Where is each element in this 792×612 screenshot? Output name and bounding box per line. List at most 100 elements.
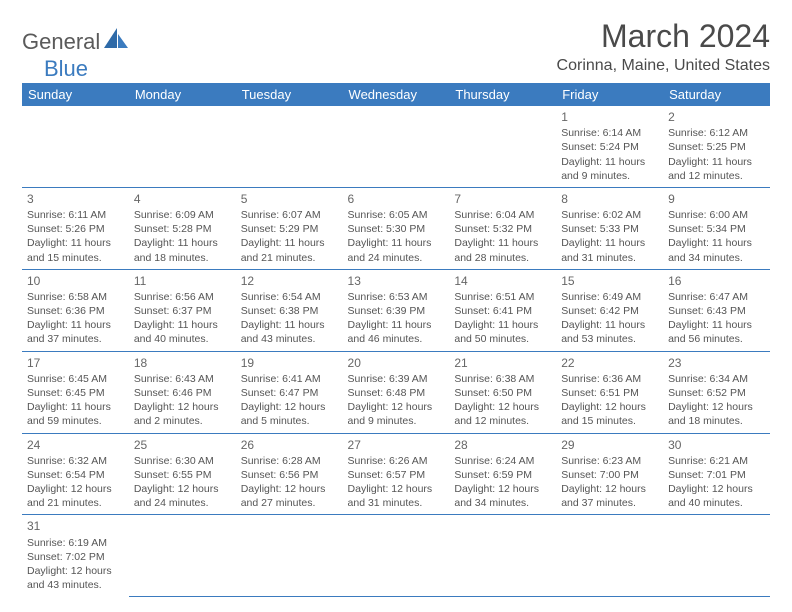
calendar-cell <box>343 515 450 596</box>
day-detail-line: Sunrise: 6:04 AM <box>454 208 551 222</box>
day-number: 25 <box>134 437 231 453</box>
day-detail-line: Daylight: 12 hours <box>561 400 658 414</box>
day-detail-line: Sunrise: 6:34 AM <box>668 372 765 386</box>
day-detail-line: Sunrise: 6:56 AM <box>134 290 231 304</box>
calendar-cell: 9Sunrise: 6:00 AMSunset: 5:34 PMDaylight… <box>663 187 770 269</box>
day-detail-line: and 37 minutes. <box>27 332 124 346</box>
day-detail-line: Daylight: 12 hours <box>668 482 765 496</box>
day-detail-line: and 18 minutes. <box>668 414 765 428</box>
day-detail-line: Sunset: 5:30 PM <box>348 222 445 236</box>
day-number: 21 <box>454 355 551 371</box>
day-detail-line: Sunrise: 6:58 AM <box>27 290 124 304</box>
calendar-cell: 17Sunrise: 6:45 AMSunset: 6:45 PMDayligh… <box>22 351 129 433</box>
day-number: 12 <box>241 273 338 289</box>
calendar-cell <box>449 515 556 596</box>
day-detail-line: Daylight: 12 hours <box>561 482 658 496</box>
day-detail-line: Sunset: 6:46 PM <box>134 386 231 400</box>
day-number: 13 <box>348 273 445 289</box>
day-detail-line: Daylight: 12 hours <box>454 400 551 414</box>
day-detail-line: and 9 minutes. <box>348 414 445 428</box>
day-detail-line: Sunset: 6:59 PM <box>454 468 551 482</box>
day-number: 1 <box>561 109 658 125</box>
calendar-cell: 7Sunrise: 6:04 AMSunset: 5:32 PMDaylight… <box>449 187 556 269</box>
day-detail-line: and 24 minutes. <box>134 496 231 510</box>
day-header: Wednesday <box>343 83 450 106</box>
calendar-cell: 11Sunrise: 6:56 AMSunset: 6:37 PMDayligh… <box>129 269 236 351</box>
day-detail-line: Sunrise: 6:38 AM <box>454 372 551 386</box>
day-detail-line: and 46 minutes. <box>348 332 445 346</box>
day-detail-line: Sunset: 5:26 PM <box>27 222 124 236</box>
day-detail-line: Sunrise: 6:30 AM <box>134 454 231 468</box>
day-detail-line: Sunrise: 6:41 AM <box>241 372 338 386</box>
calendar-cell: 6Sunrise: 6:05 AMSunset: 5:30 PMDaylight… <box>343 187 450 269</box>
day-detail-line: and 21 minutes. <box>27 496 124 510</box>
day-detail-line: and 28 minutes. <box>454 251 551 265</box>
brand-name-2: Blue <box>44 56 88 82</box>
day-detail-line: Sunset: 7:00 PM <box>561 468 658 482</box>
day-detail-line: Daylight: 11 hours <box>134 318 231 332</box>
day-detail-line: Daylight: 12 hours <box>134 400 231 414</box>
day-detail-line: Sunrise: 6:36 AM <box>561 372 658 386</box>
day-number: 3 <box>27 191 124 207</box>
day-detail-line: and 43 minutes. <box>241 332 338 346</box>
location-text: Corinna, Maine, United States <box>557 57 770 75</box>
day-detail-line: Daylight: 11 hours <box>241 236 338 250</box>
day-detail-line: Daylight: 12 hours <box>348 482 445 496</box>
calendar-cell: 24Sunrise: 6:32 AMSunset: 6:54 PMDayligh… <box>22 433 129 515</box>
day-header: Thursday <box>449 83 556 106</box>
calendar-cell: 8Sunrise: 6:02 AMSunset: 5:33 PMDaylight… <box>556 187 663 269</box>
calendar-cell: 4Sunrise: 6:09 AMSunset: 5:28 PMDaylight… <box>129 187 236 269</box>
day-number: 5 <box>241 191 338 207</box>
calendar-table: Sunday Monday Tuesday Wednesday Thursday… <box>22 83 770 597</box>
day-detail-line: Sunrise: 6:02 AM <box>561 208 658 222</box>
day-detail-line: and 53 minutes. <box>561 332 658 346</box>
day-detail-line: and 40 minutes. <box>668 496 765 510</box>
day-detail-line: Sunrise: 6:49 AM <box>561 290 658 304</box>
day-detail-line: Sunrise: 6:07 AM <box>241 208 338 222</box>
calendar-cell: 16Sunrise: 6:47 AMSunset: 6:43 PMDayligh… <box>663 269 770 351</box>
day-detail-line: Sunset: 5:34 PM <box>668 222 765 236</box>
day-detail-line: Daylight: 11 hours <box>668 236 765 250</box>
day-detail-line: Daylight: 11 hours <box>27 400 124 414</box>
calendar-cell: 3Sunrise: 6:11 AMSunset: 5:26 PMDaylight… <box>22 187 129 269</box>
day-detail-line: Daylight: 11 hours <box>241 318 338 332</box>
day-detail-line: and 43 minutes. <box>27 578 124 592</box>
calendar-row: 31Sunrise: 6:19 AMSunset: 7:02 PMDayligh… <box>22 515 770 596</box>
day-detail-line: and 15 minutes. <box>561 414 658 428</box>
day-detail-line: Sunrise: 6:12 AM <box>668 126 765 140</box>
calendar-cell <box>129 515 236 596</box>
day-detail-line: Sunrise: 6:43 AM <box>134 372 231 386</box>
day-number: 2 <box>668 109 765 125</box>
calendar-cell <box>556 515 663 596</box>
day-detail-line: Daylight: 11 hours <box>348 318 445 332</box>
day-detail-line: and 9 minutes. <box>561 169 658 183</box>
calendar-cell: 20Sunrise: 6:39 AMSunset: 6:48 PMDayligh… <box>343 351 450 433</box>
calendar-cell: 30Sunrise: 6:21 AMSunset: 7:01 PMDayligh… <box>663 433 770 515</box>
day-detail-line: Daylight: 11 hours <box>561 155 658 169</box>
calendar-cell <box>343 106 450 187</box>
calendar-cell: 2Sunrise: 6:12 AMSunset: 5:25 PMDaylight… <box>663 106 770 187</box>
day-number: 4 <box>134 191 231 207</box>
day-detail-line: Daylight: 12 hours <box>241 482 338 496</box>
calendar-cell: 10Sunrise: 6:58 AMSunset: 6:36 PMDayligh… <box>22 269 129 351</box>
day-detail-line: Sunset: 6:57 PM <box>348 468 445 482</box>
day-detail-line: Daylight: 12 hours <box>348 400 445 414</box>
day-detail-line: Daylight: 11 hours <box>134 236 231 250</box>
day-number: 23 <box>668 355 765 371</box>
calendar-cell: 5Sunrise: 6:07 AMSunset: 5:29 PMDaylight… <box>236 187 343 269</box>
day-detail-line: Sunset: 5:33 PM <box>561 222 658 236</box>
day-detail-line: and 50 minutes. <box>454 332 551 346</box>
calendar-cell <box>22 106 129 187</box>
day-detail-line: and 34 minutes. <box>668 251 765 265</box>
day-detail-line: Sunrise: 6:28 AM <box>241 454 338 468</box>
day-number: 31 <box>27 518 124 534</box>
calendar-row: 17Sunrise: 6:45 AMSunset: 6:45 PMDayligh… <box>22 351 770 433</box>
day-number: 9 <box>668 191 765 207</box>
day-detail-line: Sunrise: 6:32 AM <box>27 454 124 468</box>
day-detail-line: Daylight: 11 hours <box>454 318 551 332</box>
calendar-cell: 19Sunrise: 6:41 AMSunset: 6:47 PMDayligh… <box>236 351 343 433</box>
day-detail-line: Sunset: 5:32 PM <box>454 222 551 236</box>
day-detail-line: Sunset: 6:48 PM <box>348 386 445 400</box>
calendar-cell <box>129 106 236 187</box>
day-detail-line: and 34 minutes. <box>454 496 551 510</box>
